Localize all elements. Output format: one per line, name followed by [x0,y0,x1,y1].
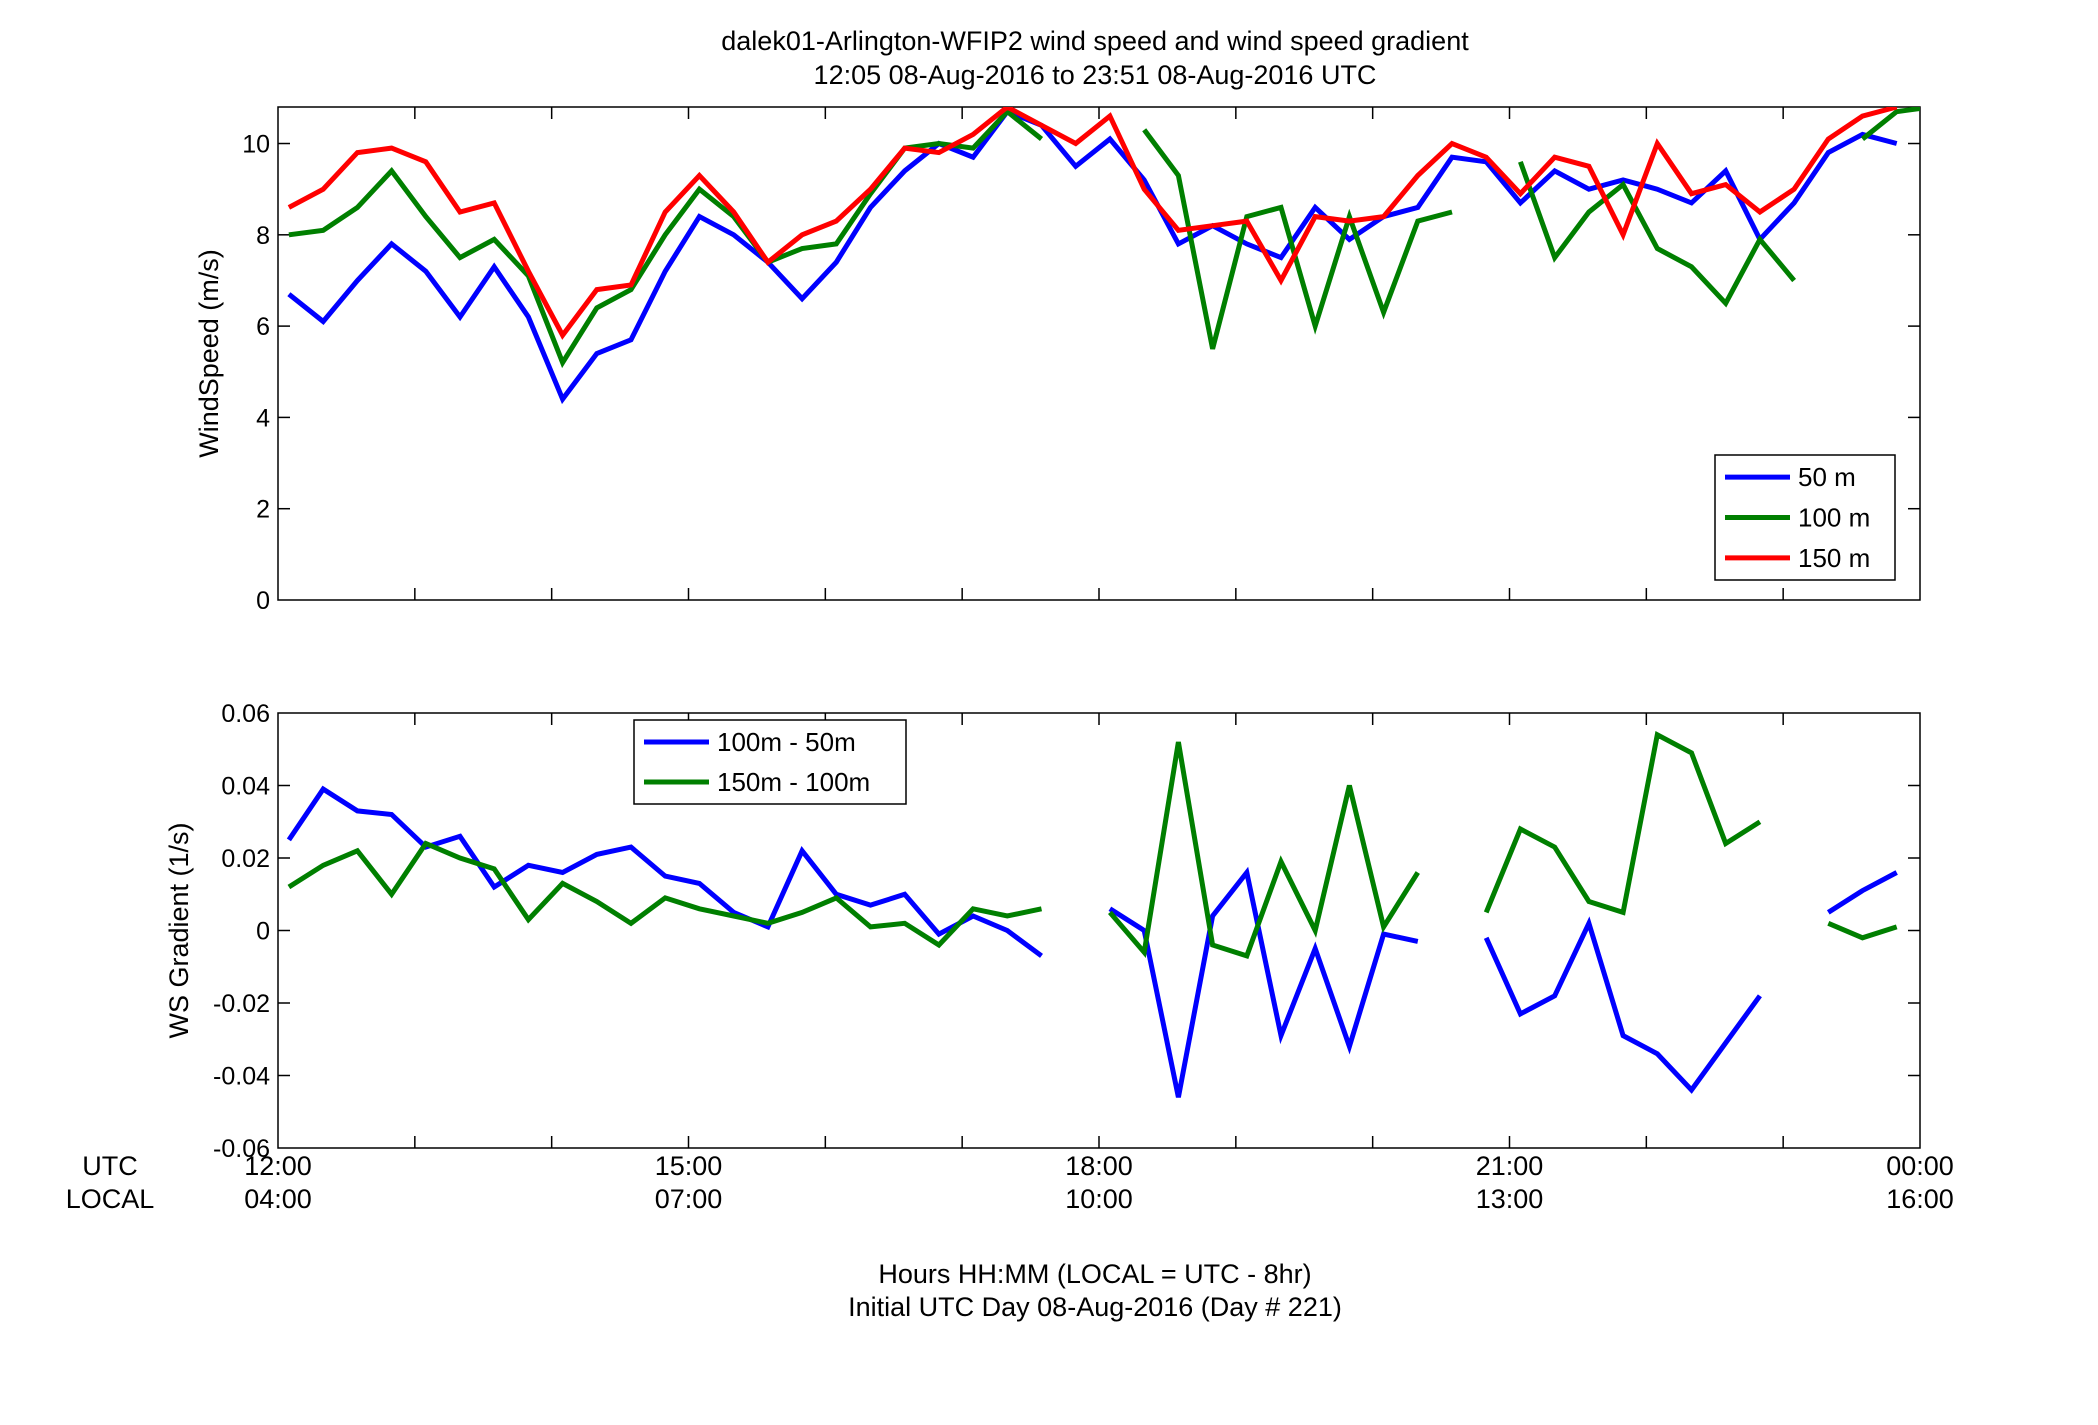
y-tick-label: -0.04 [213,1063,270,1091]
series-group [287,107,1920,405]
x-tick-label-utc: 15:00 [655,1151,723,1181]
footer-line2: Initial UTC Day 08-Aug-2016 (Day # 221) [848,1292,1342,1322]
y-tick-label: 0.02 [221,845,270,873]
legend-label: 100 m [1798,503,1870,533]
x-tick-label-local: 13:00 [1476,1184,1544,1214]
legend: 100m - 50m 150m - 100m [633,719,907,805]
x-tick-label-utc: 00:00 [1886,1151,1954,1181]
y-tick-label: 8 [256,222,270,250]
series-line-150m [287,107,1898,340]
legend-label: 150m - 100m [717,767,870,797]
plot-frame [277,106,1921,601]
y-axis-label: WS Gradient (1/s) [164,822,194,1038]
series-line-150m-100m [287,731,1898,960]
local-row-label: LOCAL [66,1184,155,1214]
y-tick-label: 0.06 [221,700,270,728]
y-tick-label: 4 [256,404,270,432]
x-tick-label-utc: 18:00 [1065,1151,1133,1181]
legend-label: 100m - 50m [717,727,856,757]
y-tick-label: 0 [256,587,270,615]
x-tick-label-utc: 12:00 [244,1151,312,1181]
legend: 50 m 100 m 150 m [1714,454,1896,581]
x-tick-label-local: 07:00 [655,1184,723,1214]
legend-label: 50 m [1798,462,1856,492]
chart-title-line2: 12:05 08-Aug-2016 to 23:51 08-Aug-2016 U… [814,60,1377,90]
y-tick-label: -0.02 [213,990,270,1018]
x-tick-label-local: 16:00 [1886,1184,1954,1214]
windspeed-panel: 0 2 4 6 8 10 WindSpeed (m/s) 50 m 100 m 150 m [194,106,1921,615]
x-tick-label-local: 10:00 [1065,1184,1133,1214]
series-line-100m-50m [286,785,1898,1098]
x-tick-label-local: 04:00 [244,1184,312,1214]
series-line-50m [287,108,1898,405]
y-tick-label: 2 [256,496,270,524]
series-group [286,731,1898,1098]
y-tick-label: 0.04 [221,773,270,801]
plot-frame [277,712,1921,1149]
legend-label: 150 m [1798,543,1870,573]
footer-line1: Hours HH:MM (LOCAL = UTC - 8hr) [878,1259,1311,1289]
y-tick-label: 6 [256,313,270,341]
series-line-100m [288,107,1920,369]
utc-row-label: UTC [82,1151,138,1181]
x-tick-label-utc: 21:00 [1476,1151,1544,1181]
y-tick-label: 10 [242,131,270,159]
gradient-panel: -0.06 -0.04 -0.02 0 0.02 0.04 0.06 WS Gradient … [164,700,1921,1163]
y-axis-label: WindSpeed (m/s) [194,249,224,458]
chart-title-line1: dalek01-Arlington-WFIP2 wind speed and w… [721,26,1469,56]
y-tick-label: 0 [256,918,270,946]
y-tick-label: -0.06 [213,1135,270,1163]
